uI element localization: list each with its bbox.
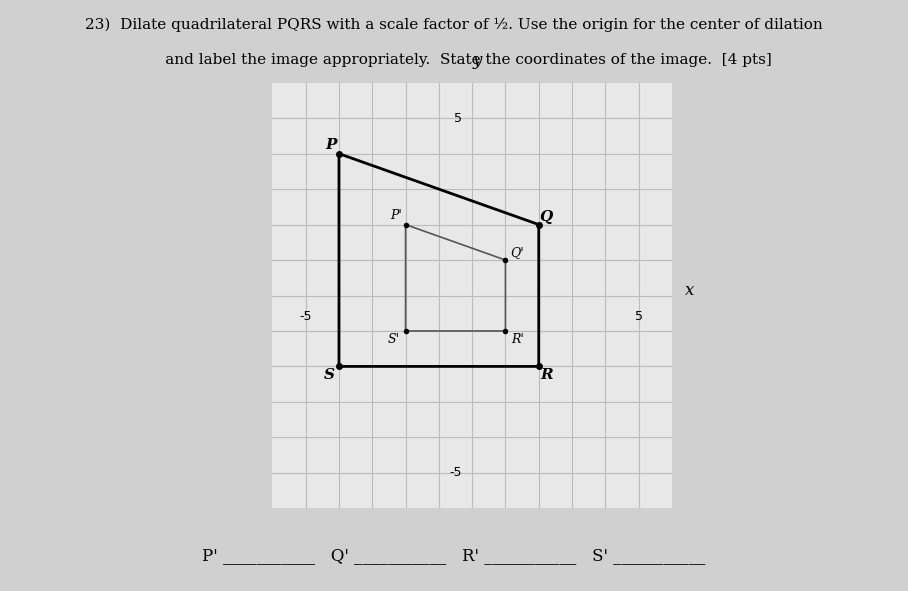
Text: R': R'	[510, 333, 524, 346]
Text: and label the image appropriately.  State the coordinates of the image.  [4 pts]: and label the image appropriately. State…	[136, 53, 772, 67]
Text: 5: 5	[635, 310, 643, 323]
Text: -5: -5	[300, 310, 312, 323]
Text: P: P	[325, 138, 336, 152]
Text: P': P'	[390, 209, 401, 222]
Text: y: y	[472, 51, 482, 69]
Text: x: x	[686, 282, 695, 298]
Text: Q: Q	[538, 210, 552, 225]
Text: S': S'	[388, 333, 400, 346]
Text: 5: 5	[454, 112, 462, 125]
Text: 23)  Dilate quadrilateral PQRS with a scale factor of ½. Use the origin for the : 23) Dilate quadrilateral PQRS with a sca…	[85, 18, 823, 32]
Text: S: S	[323, 368, 334, 382]
Text: P' ___________   Q' ___________   R' ___________   S' ___________: P' ___________ Q' ___________ R' _______…	[202, 547, 706, 564]
Text: Q': Q'	[510, 246, 524, 259]
Text: -5: -5	[449, 466, 462, 479]
Text: R: R	[541, 368, 553, 382]
